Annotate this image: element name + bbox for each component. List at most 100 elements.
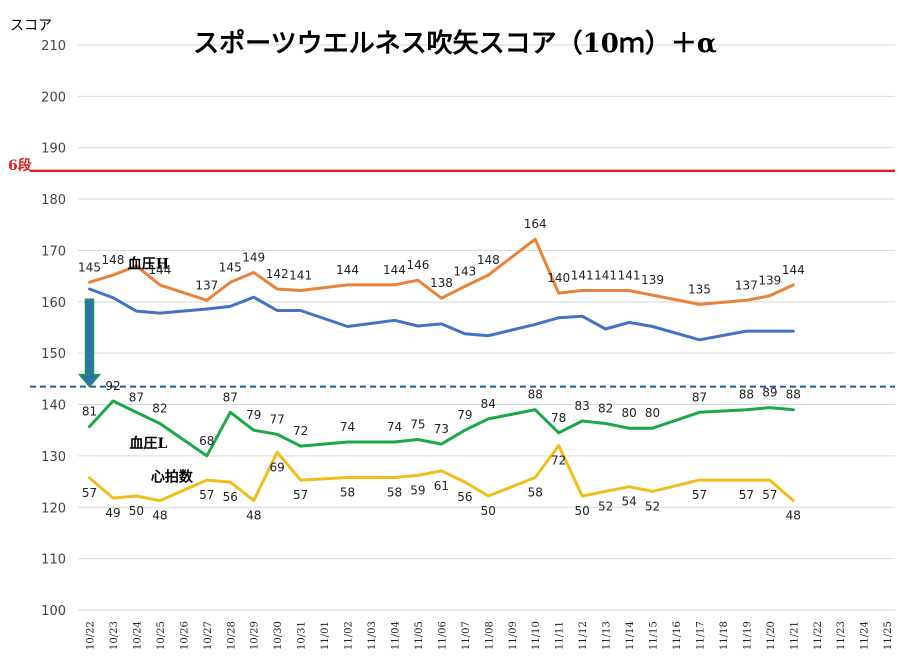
data-label-0-11-15: 139 (641, 273, 664, 287)
x-tick-11-10: 11/10 (531, 621, 542, 650)
data-label-0-11-07: 143 (453, 264, 476, 278)
series-lines (88, 237, 795, 503)
data-label-2-11-21: 88 (786, 388, 801, 402)
x-tick-11-19: 11/19 (742, 621, 753, 650)
y-tick-130: 130 (41, 450, 66, 465)
x-tick-11-08: 11/08 (484, 621, 495, 650)
data-label-2-11-05: 75 (410, 417, 425, 431)
data-label-3-11-19: 57 (739, 488, 754, 502)
data-label-3-11-02: 58 (340, 485, 355, 499)
x-tick-10-24: 10/24 (132, 621, 143, 650)
series-line-3 (88, 444, 795, 503)
data-label-0-10-23: 148 (102, 253, 125, 267)
data-label-3-11-08: 50 (481, 504, 496, 518)
data-label-3-10-31: 57 (293, 488, 308, 502)
x-tick-11-05: 11/05 (414, 621, 425, 650)
data-label-3-10-23: 49 (105, 506, 120, 520)
data-label-0-10-30: 142 (266, 267, 289, 281)
x-tick-11-14: 11/14 (625, 621, 636, 650)
data-label-2-11-14: 80 (621, 406, 636, 420)
x-tick-10-25: 10/25 (156, 621, 167, 650)
x-tick-11-25: 11/25 (883, 621, 894, 650)
data-label-0-11-19: 137 (735, 278, 758, 292)
x-tick-10-22: 10/22 (86, 621, 97, 650)
series-name-2: 血圧L (129, 435, 167, 452)
data-label-0-11-04: 144 (383, 263, 406, 277)
x-tick-labels: 10/22 10/23 10/24 10/25 10/26 10/27 10/28 10/29… (86, 621, 895, 650)
y-tick-200: 200 (41, 90, 66, 105)
x-tick-11-04: 11/04 (390, 621, 401, 650)
data-label-3-11-20: 57 (762, 488, 777, 502)
x-tick-10-28: 10/28 (226, 621, 237, 650)
x-tick-10-27: 10/27 (203, 621, 214, 650)
data-label-3-10-28: 56 (223, 490, 238, 504)
data-label-2-11-20: 89 (762, 386, 777, 400)
x-tick-11-02: 11/02 (344, 621, 355, 650)
data-label-0-11-14: 141 (618, 269, 641, 283)
data-label-0-11-08: 148 (477, 253, 500, 267)
x-tick-11-23: 11/23 (836, 621, 847, 650)
x-tick-11-17: 11/17 (695, 621, 706, 650)
series-name-3: 心拍数 (151, 469, 194, 486)
data-label-0-11-05: 146 (406, 258, 429, 272)
reference-label-0: 6段 (8, 157, 32, 174)
data-label-2-10-30: 77 (270, 412, 285, 426)
data-label-2-10-25: 82 (152, 402, 167, 416)
data-label-2-11-04: 74 (387, 420, 402, 434)
x-tick-10-30: 10/30 (273, 621, 284, 650)
data-label-2-11-08: 84 (481, 397, 496, 411)
data-label-3-11-12: 50 (575, 504, 590, 518)
x-tick-11-11: 11/11 (555, 621, 566, 650)
chart-title: スポーツウエルネス吹矢スコア（10ｍ）＋α (193, 28, 717, 59)
data-label-3-11-21: 48 (786, 509, 801, 523)
x-tick-11-07: 11/07 (461, 621, 472, 650)
x-tick-11-21: 11/21 (789, 621, 800, 650)
gridlines (78, 44, 895, 611)
data-label-3-10-27: 57 (199, 488, 214, 502)
series-line-0 (88, 237, 795, 306)
data-label-2-11-02: 74 (340, 420, 355, 434)
data-label-2-10-31: 72 (293, 424, 308, 438)
data-label-3-10-29: 48 (246, 509, 261, 523)
data-label-3-11-05: 59 (410, 483, 425, 497)
x-tick-11-01: 11/01 (320, 621, 331, 650)
x-tick-11-06: 11/06 (437, 621, 448, 650)
data-label-2-11-17: 87 (692, 390, 707, 404)
data-label-0-11-17: 135 (688, 282, 711, 296)
data-label-2-11-11: 78 (551, 411, 566, 425)
data-label-0-11-11: 140 (547, 271, 570, 285)
data-label-2-10-28: 87 (223, 390, 238, 404)
x-tick-10-29: 10/29 (250, 621, 261, 650)
data-label-2-11-13: 82 (598, 402, 613, 416)
data-label-3-10-22: 57 (82, 486, 97, 500)
data-label-0-10-27: 137 (195, 278, 218, 292)
x-tick-11-12: 11/12 (578, 621, 589, 650)
data-label-0-11-12: 141 (571, 269, 594, 283)
x-tick-11-16: 11/16 (672, 621, 683, 650)
data-label-3-11-07: 56 (457, 490, 472, 504)
y-tick-110: 110 (41, 553, 66, 568)
y-tick-210: 210 (41, 39, 66, 54)
data-label-2-11-19: 88 (739, 388, 754, 402)
data-label-2-11-10: 88 (528, 388, 543, 402)
data-label-2-10-22: 81 (82, 405, 97, 419)
y-tick-120: 120 (41, 501, 66, 516)
y-tick-170: 170 (41, 244, 66, 259)
data-label-2-10-24: 87 (129, 390, 144, 404)
y-tick-100: 100 (41, 604, 66, 619)
data-label-2-11-12: 83 (575, 399, 590, 413)
data-label-0-11-21: 144 (782, 263, 805, 277)
data-label-0-10-29: 149 (242, 251, 265, 265)
data-label-0-11-20: 139 (758, 274, 781, 288)
y-axis-label: スコア (10, 18, 52, 34)
data-label-3-11-14: 54 (621, 495, 636, 509)
x-tick-11-13: 11/13 (602, 621, 613, 650)
x-tick-11-18: 11/18 (719, 621, 730, 650)
data-label-3-11-06: 61 (434, 479, 449, 493)
data-label-0-11-06: 138 (430, 276, 453, 290)
data-label-3-11-04: 58 (387, 485, 402, 499)
data-label-0-10-22: 145 (78, 260, 101, 274)
x-tick-11-09: 11/09 (508, 621, 519, 650)
